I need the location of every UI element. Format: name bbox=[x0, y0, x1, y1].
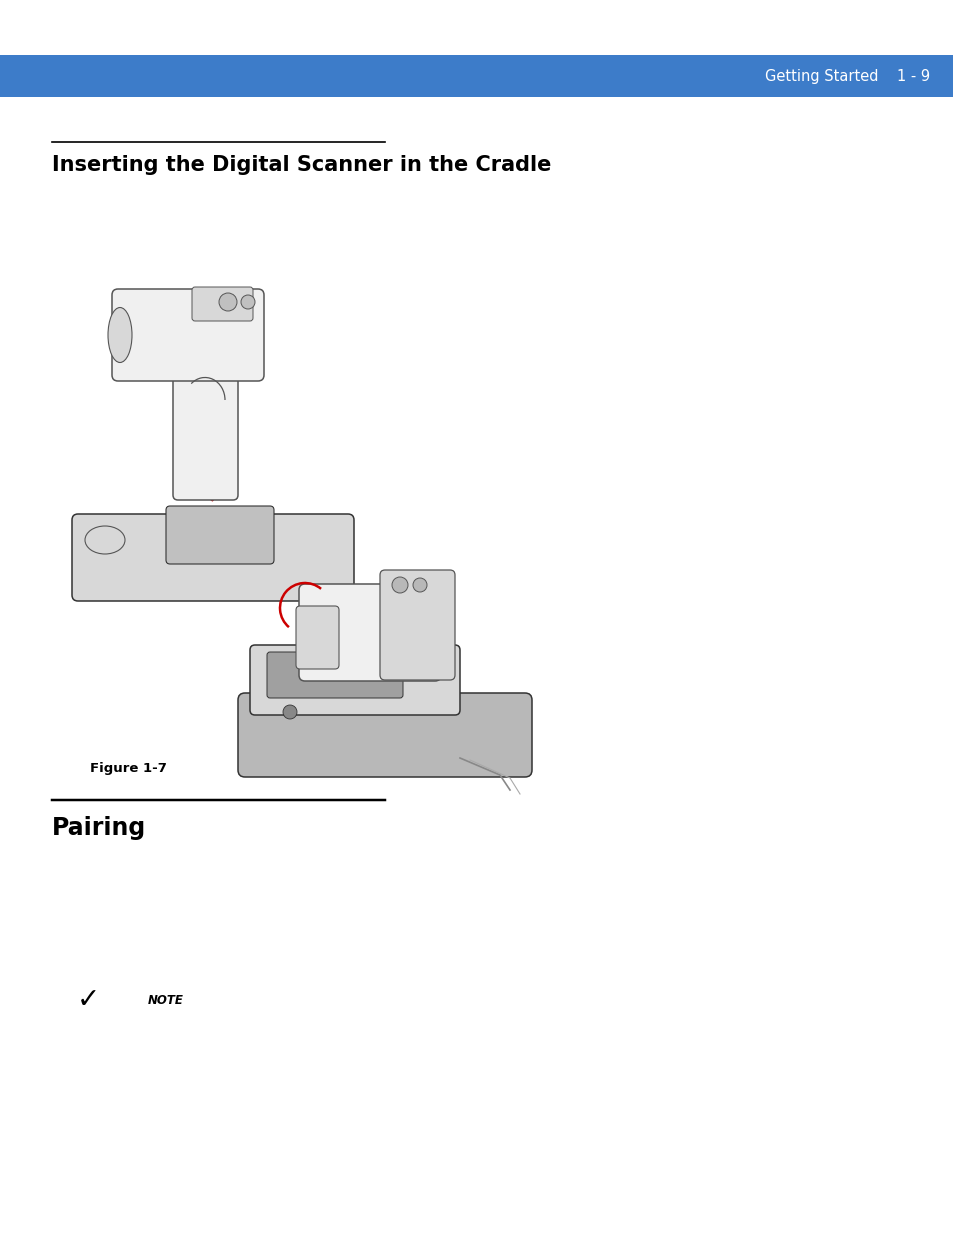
Circle shape bbox=[283, 705, 296, 719]
Ellipse shape bbox=[108, 308, 132, 363]
Circle shape bbox=[413, 578, 427, 592]
FancyBboxPatch shape bbox=[172, 350, 237, 500]
FancyBboxPatch shape bbox=[112, 289, 264, 382]
Ellipse shape bbox=[85, 526, 125, 555]
Circle shape bbox=[241, 295, 254, 309]
Text: NOTE: NOTE bbox=[148, 993, 184, 1007]
FancyBboxPatch shape bbox=[379, 571, 455, 680]
FancyBboxPatch shape bbox=[237, 693, 532, 777]
Bar bbox=[0, 56, 953, 98]
FancyBboxPatch shape bbox=[298, 584, 440, 680]
Text: Getting Started    1 - 9: Getting Started 1 - 9 bbox=[764, 68, 929, 84]
Text: Figure 1-7: Figure 1-7 bbox=[90, 762, 167, 776]
Circle shape bbox=[219, 293, 236, 311]
FancyBboxPatch shape bbox=[192, 287, 253, 321]
FancyBboxPatch shape bbox=[295, 606, 338, 669]
Circle shape bbox=[392, 577, 408, 593]
Text: ✓: ✓ bbox=[76, 986, 99, 1014]
FancyBboxPatch shape bbox=[267, 652, 402, 698]
FancyBboxPatch shape bbox=[166, 506, 274, 564]
Text: Pairing: Pairing bbox=[52, 816, 146, 840]
FancyBboxPatch shape bbox=[250, 645, 459, 715]
Text: Inserting the Digital Scanner in the Cradle: Inserting the Digital Scanner in the Cra… bbox=[52, 156, 551, 175]
FancyBboxPatch shape bbox=[71, 514, 354, 601]
